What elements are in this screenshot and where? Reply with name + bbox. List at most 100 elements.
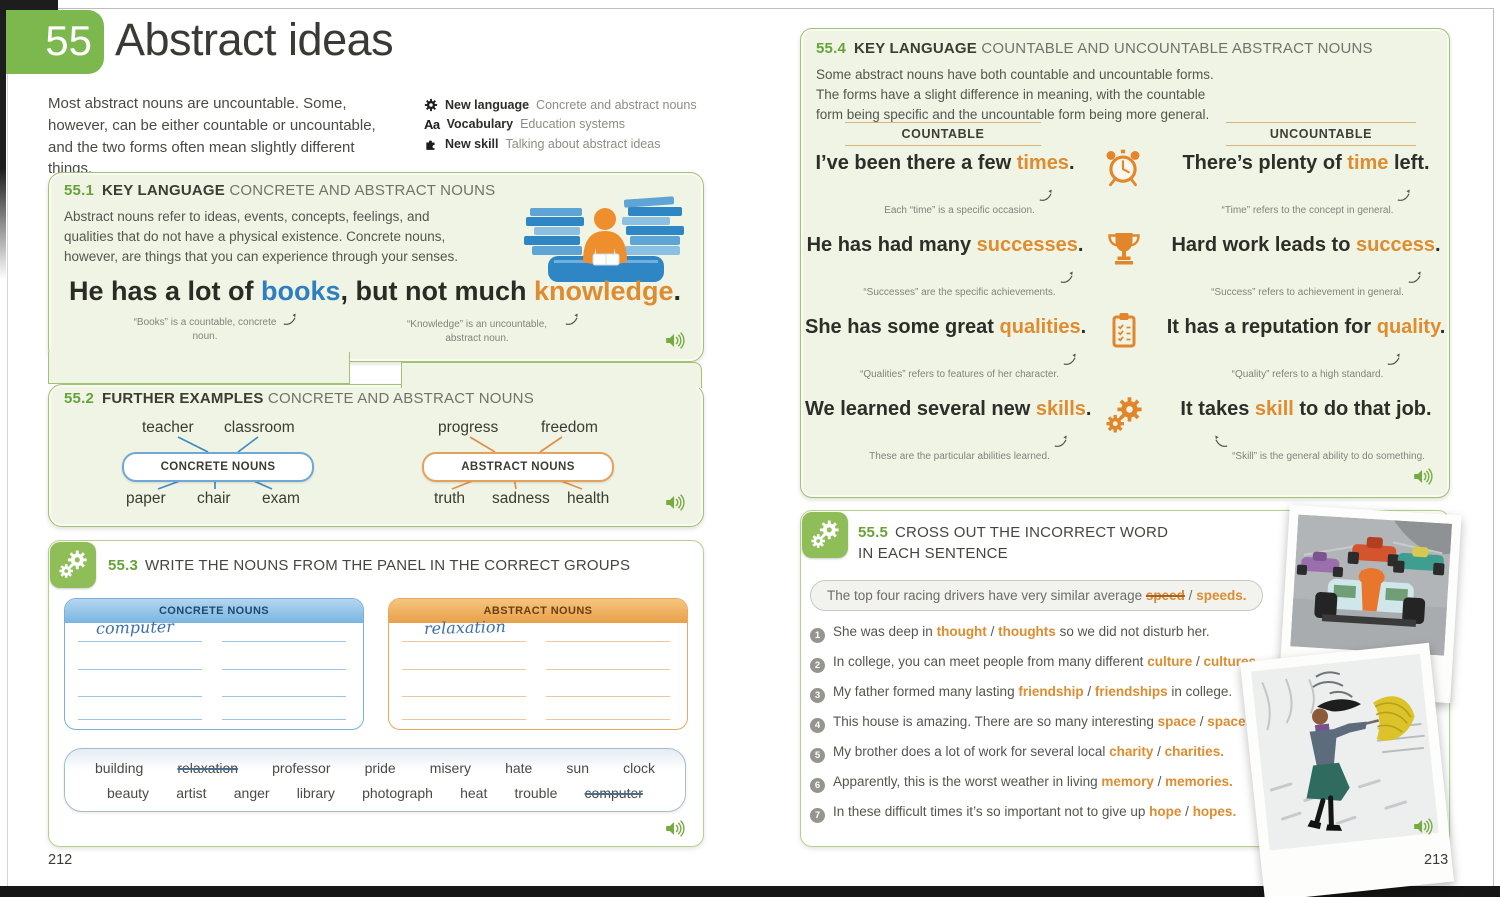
answer-line[interactable] bbox=[222, 641, 346, 642]
choice-word[interactable]: memory bbox=[1101, 774, 1154, 789]
cluster-word: truth bbox=[434, 490, 466, 507]
item-number-badge: 3 bbox=[810, 688, 825, 703]
unit-intro: Most abstract nouns are uncountable. Som… bbox=[48, 95, 376, 178]
panel-word: professor bbox=[272, 759, 331, 776]
word-panel-row: beauty artist anger library photograph h… bbox=[95, 785, 655, 801]
note-arrow-icon bbox=[1396, 188, 1414, 203]
choice-word[interactable]: charity bbox=[1109, 744, 1154, 759]
answer-line[interactable] bbox=[222, 696, 346, 697]
answer-line[interactable] bbox=[546, 669, 670, 670]
panel-word: artist bbox=[176, 784, 207, 801]
answer-line[interactable] bbox=[546, 719, 670, 720]
card-header-label: ABSTRACT NOUNS bbox=[483, 605, 593, 617]
speaker-icon[interactable] bbox=[664, 818, 685, 839]
keyword: success bbox=[1355, 234, 1435, 256]
choice-word[interactable]: hopes. bbox=[1192, 804, 1237, 819]
racing-cars-illustration bbox=[1290, 514, 1453, 656]
panel-connector bbox=[401, 362, 702, 388]
answer-line[interactable] bbox=[78, 669, 202, 670]
panel-word: misery bbox=[429, 759, 472, 776]
speaker-icon[interactable] bbox=[664, 330, 685, 351]
answer-line[interactable] bbox=[78, 719, 202, 720]
column-header-uncountable: UNCOUNTABLE bbox=[1226, 122, 1416, 146]
abstract-answer-card: ABSTRACT NOUNS bbox=[388, 598, 688, 730]
annotation: “Quality” refers to a high standard. bbox=[1198, 352, 1438, 381]
answer-line[interactable] bbox=[402, 641, 526, 642]
annotation: “Successes” are the specific achievement… bbox=[850, 270, 1090, 299]
word-panel-row: building relaxation professor pride mise… bbox=[95, 760, 655, 776]
choice-word[interactable]: space bbox=[1157, 714, 1196, 729]
answer-line[interactable] bbox=[402, 696, 526, 697]
panel-word: hate bbox=[505, 759, 533, 776]
choice-word[interactable]: charities. bbox=[1164, 744, 1224, 759]
exercise-title: 55.3 WRITE THE NOUNS FROM THE PANEL IN TH… bbox=[108, 557, 630, 574]
unit-number: 55 bbox=[45, 17, 92, 64]
choice-word[interactable]: culture bbox=[1147, 654, 1193, 669]
keyword: skills bbox=[1035, 398, 1086, 420]
sentence-text: We learned several new bbox=[805, 398, 1036, 420]
card-header-label: CONCRETE NOUNS bbox=[158, 605, 270, 617]
gear-icon bbox=[424, 98, 438, 112]
sentence-text: There’s plenty of bbox=[1182, 152, 1348, 174]
choice-word[interactable]: thoughts bbox=[998, 624, 1056, 639]
gears-icon bbox=[1102, 394, 1146, 438]
handwritten-answer[interactable]: relaxation bbox=[423, 616, 507, 639]
exercise-item: 2 In college, you can meet people from ma… bbox=[810, 654, 1260, 673]
choice-word[interactable]: speeds. bbox=[1196, 588, 1247, 603]
speaker-icon[interactable] bbox=[1412, 816, 1433, 837]
answer-line[interactable] bbox=[402, 669, 526, 670]
page-title: Abstract ideas bbox=[115, 14, 394, 65]
choice-separator: / bbox=[1181, 804, 1193, 819]
trophy-icon bbox=[1104, 228, 1144, 268]
choice-word[interactable]: spaces. bbox=[1207, 714, 1257, 729]
cluster-word: health bbox=[567, 490, 610, 507]
answer-line[interactable] bbox=[546, 696, 670, 697]
answer-line[interactable] bbox=[402, 719, 526, 720]
crossed-choice-word[interactable]: speed bbox=[1145, 588, 1185, 603]
choice-separator: / bbox=[1153, 744, 1165, 759]
exercise-gears-icon bbox=[50, 542, 96, 588]
answer-line[interactable] bbox=[222, 669, 346, 670]
clipboard-icon bbox=[1104, 310, 1144, 350]
note-arrow-icon bbox=[1053, 434, 1071, 449]
example-item: The top four racing drivers have very si… bbox=[810, 580, 1264, 611]
annotation: “Skill” is the general ability to do som… bbox=[1198, 434, 1438, 463]
answer-line[interactable] bbox=[222, 719, 346, 720]
panel-word: clock bbox=[623, 759, 655, 776]
note-arrow-icon bbox=[1059, 270, 1077, 285]
answer-line[interactable] bbox=[78, 641, 202, 642]
panel-subheading: CONCRETE AND ABSTRACT NOUNS bbox=[229, 182, 496, 199]
pill-label: CONCRETE NOUNS bbox=[160, 461, 276, 473]
choice-word[interactable]: thought bbox=[936, 624, 987, 639]
cluster-word: teacher bbox=[142, 419, 194, 436]
choice-word[interactable]: friendship bbox=[1018, 684, 1084, 699]
gears-icon bbox=[56, 548, 90, 582]
handwritten-answer[interactable]: computer bbox=[95, 616, 175, 639]
note-arrow-icon bbox=[1407, 270, 1425, 285]
keyword: times bbox=[1016, 152, 1069, 174]
vocabulary-icon: Aa bbox=[424, 116, 440, 132]
choice-word[interactable]: memories. bbox=[1165, 774, 1233, 789]
windy-umbrella-photo bbox=[1239, 642, 1455, 897]
sentence-text: He has had many bbox=[806, 234, 977, 256]
speaker-icon[interactable] bbox=[1412, 466, 1433, 487]
annotation: Each “time” is a specific occasion. bbox=[850, 188, 1090, 217]
sentence-text: . bbox=[673, 276, 682, 306]
sentence-text: Apparently, this is the worst weather in… bbox=[833, 774, 1102, 789]
answer-line[interactable] bbox=[78, 696, 202, 697]
photo-bottom-edge bbox=[0, 886, 1500, 897]
column-label: UNCOUNTABLE bbox=[1269, 127, 1373, 141]
choice-word[interactable]: hope bbox=[1149, 804, 1182, 819]
kl-sentence: Hard work leads to success. bbox=[1166, 234, 1446, 257]
choice-word[interactable]: friendships bbox=[1094, 684, 1168, 699]
answer-line[interactable] bbox=[546, 641, 670, 642]
sentence-text: My father formed many lasting bbox=[833, 684, 1019, 699]
sentence-text: My brother does a lot of work for severa… bbox=[833, 744, 1110, 759]
sentence-text: , but not much bbox=[340, 276, 534, 306]
kl-sentence: She has some great qualities. bbox=[805, 316, 1086, 339]
annotation-text: Each “time” is a specific occasion. bbox=[884, 204, 1035, 216]
item-number-badge: 6 bbox=[810, 778, 825, 793]
speaker-icon[interactable] bbox=[664, 492, 685, 513]
annotation-text: “Qualities” refers to features of her ch… bbox=[860, 368, 1059, 380]
